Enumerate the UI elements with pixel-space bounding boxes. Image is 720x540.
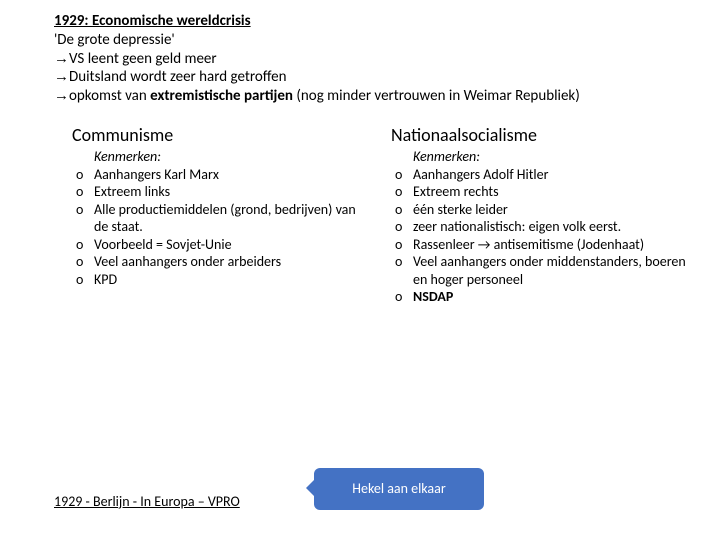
list-item: Veel aanhangers onder arbeiders	[94, 253, 371, 271]
list-item: zeer nationalistisch: eigen volk eerst.	[413, 218, 690, 236]
intro-line-1: VS leent geen geld meer	[54, 50, 690, 69]
list-left: Aanhangers Karl Marx Extreem links Alle …	[72, 166, 371, 289]
column-communisme: Communisme Kenmerken: Aanhangers Karl Ma…	[72, 124, 371, 306]
intro-line-2: Duitsland wordt zeer hard getroffen	[54, 68, 690, 87]
list-right: Aanhangers Adolf Hitler Extreem rechts é…	[391, 166, 690, 306]
list-item: Aanhangers Karl Marx	[94, 166, 371, 184]
column-nationaalsocialisme: Nationaalsocialisme Kenmerken: Aanhanger…	[391, 124, 690, 306]
list-item: Alle productiemiddelen (grond, bedrijven…	[94, 201, 371, 236]
list-item: één sterke leider	[413, 201, 690, 219]
list-item: Rassenleer → antisemitisme (Jodenhaat)	[413, 236, 690, 254]
list-item: Voorbeeld = Sovjet-Unie	[94, 236, 371, 254]
page-subtitle: 'De grote depressie'	[54, 31, 690, 50]
callout-text: Hekel aan elkaar	[352, 480, 445, 498]
col-title-left: Communisme	[72, 124, 371, 147]
columns-container: Communisme Kenmerken: Aanhangers Karl Ma…	[54, 124, 690, 306]
footer-row: 1929 - Berlijn - In Europa – VPRO Hekel …	[54, 493, 690, 511]
kenmerken-label-left: Kenmerken:	[72, 148, 371, 166]
source-link[interactable]: 1929 - Berlijn - In Europa – VPRO	[54, 493, 240, 511]
list-item: Extreem rechts	[413, 183, 690, 201]
callout-box: Hekel aan elkaar	[314, 468, 484, 510]
kenmerken-label-right: Kenmerken:	[391, 148, 690, 166]
list-item: Aanhangers Adolf Hitler	[413, 166, 690, 184]
list-item: Extreem links	[94, 183, 371, 201]
header-block: 1929: Economische wereldcrisis 'De grote…	[54, 12, 690, 106]
page-title: 1929: Economische wereldcrisis	[54, 12, 251, 30]
intro-line-3: opkomst van extremistische partijen (nog…	[54, 87, 690, 106]
list-item: Veel aanhangers onder middenstanders, bo…	[413, 253, 690, 288]
list-item: KPD	[94, 271, 371, 289]
col-title-right: Nationaalsocialisme	[391, 124, 690, 147]
list-item: NSDAP	[413, 288, 690, 306]
